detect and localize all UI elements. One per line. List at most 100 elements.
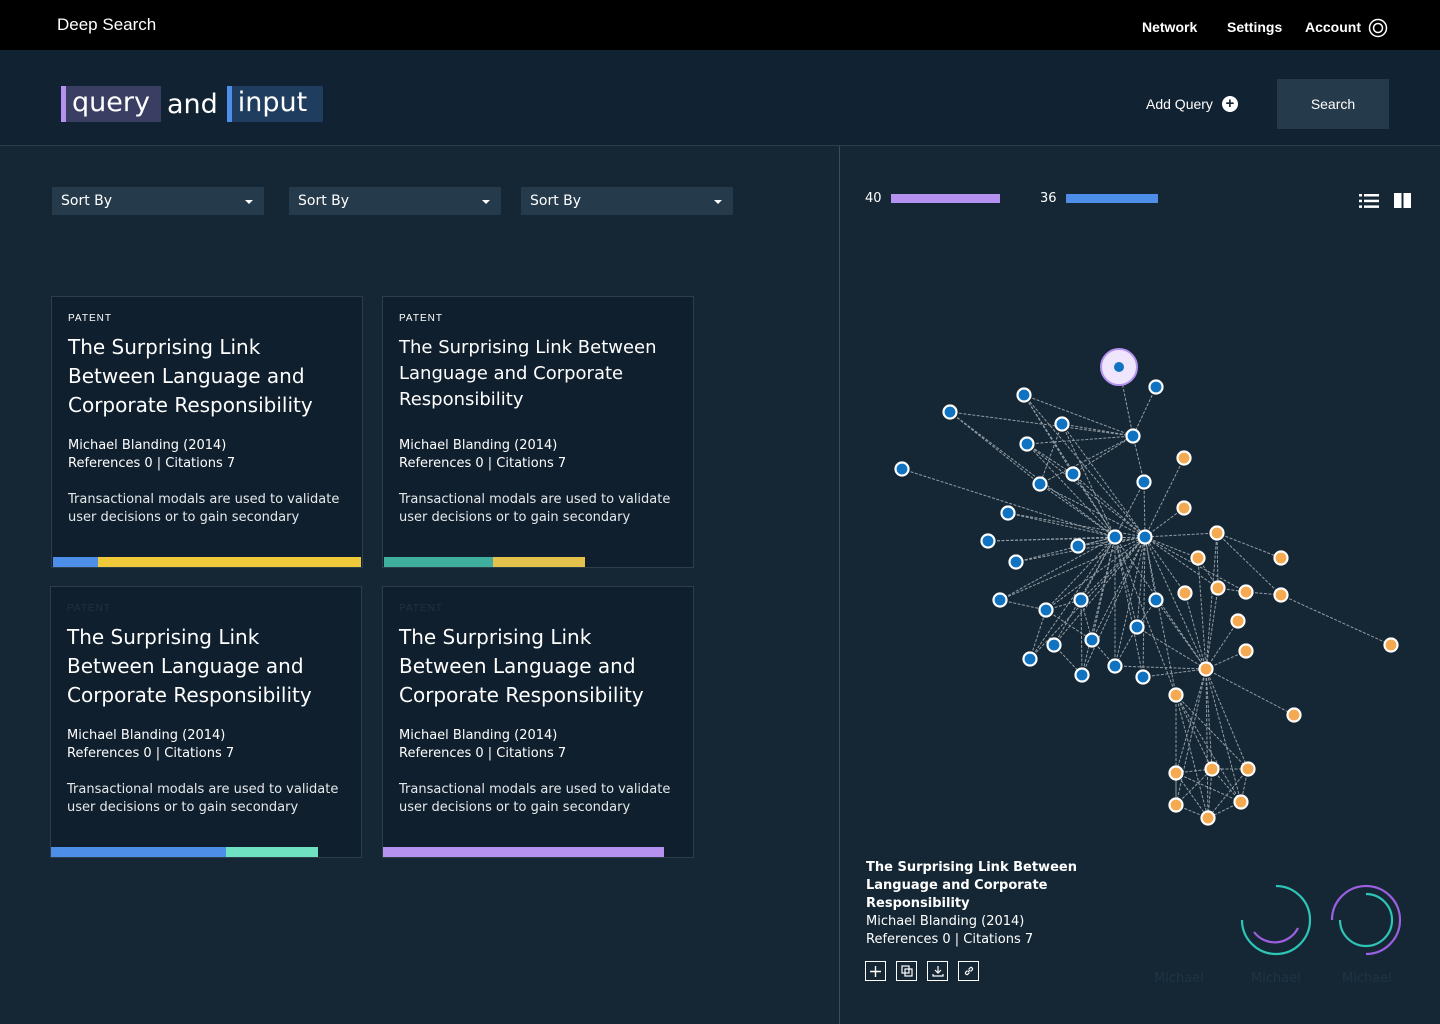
link-icon[interactable]	[958, 961, 979, 981]
graph-node[interactable]	[1084, 632, 1100, 648]
sort-dropdown-1[interactable]: Sort By	[52, 187, 264, 215]
graph-node[interactable]	[1135, 669, 1151, 685]
nav-network[interactable]: Network	[1142, 19, 1198, 35]
card-color-bar	[384, 557, 585, 567]
graph-node[interactable]	[1046, 637, 1062, 653]
graph-node[interactable]	[1200, 810, 1216, 826]
result-card[interactable]: PATENT The Surprising Link Between Langu…	[382, 296, 694, 568]
graph-node[interactable]	[1065, 466, 1081, 482]
graph-edge	[1144, 536, 1177, 696]
add-query-button[interactable]: Add Query +	[1146, 96, 1238, 112]
graph-node[interactable]	[1176, 500, 1192, 516]
graph-edge	[1205, 668, 1213, 770]
grid-view-icon[interactable]	[1394, 193, 1411, 208]
graph-edge	[1114, 536, 1177, 696]
graph-node[interactable]	[1238, 643, 1254, 659]
graph-node[interactable]	[1238, 584, 1254, 600]
sort-dropdown-3[interactable]: Sort By	[521, 187, 733, 215]
panel-divider	[839, 146, 840, 1024]
graph-node[interactable]	[992, 592, 1008, 608]
graph-node[interactable]	[1008, 554, 1024, 570]
graph-node[interactable]	[1000, 505, 1016, 521]
graph-node[interactable]	[1273, 587, 1289, 603]
graph-node[interactable]	[1190, 550, 1206, 566]
card-author: Michael Blanding (2014)	[68, 438, 227, 453]
graph-node[interactable]	[1073, 592, 1089, 608]
graph-edge	[1007, 512, 1116, 538]
card-color-bar	[383, 847, 664, 857]
graph-node[interactable]	[1136, 474, 1152, 490]
result-card[interactable]: PATENT The Surprising Link Between Langu…	[50, 586, 362, 858]
graph-node[interactable]	[1383, 637, 1399, 653]
graph-edge	[1023, 394, 1146, 538]
query-title: query and input	[61, 86, 324, 122]
copy-icon[interactable]	[896, 961, 917, 981]
graph-node[interactable]	[1168, 797, 1184, 813]
graph-node[interactable]	[1210, 580, 1226, 596]
result-card[interactable]: PATENT The Surprising Link Between Langu…	[51, 296, 363, 568]
bar-segment	[51, 847, 226, 857]
graph-node[interactable]	[1204, 761, 1220, 777]
graph-node[interactable]	[1016, 387, 1032, 403]
graph-node[interactable]	[1198, 661, 1214, 677]
graph-node[interactable]	[1107, 529, 1123, 545]
graph-edge	[1155, 599, 1207, 670]
card-title: The Surprising Link Between Language and…	[68, 335, 313, 417]
graph-edge	[1023, 394, 1134, 437]
graph-node[interactable]	[1129, 619, 1145, 635]
graph-edge	[1184, 592, 1207, 670]
graph-edge	[1015, 536, 1116, 563]
graph-node[interactable]	[1114, 362, 1124, 372]
graph-node[interactable]	[1125, 428, 1141, 444]
graph-edge	[1205, 587, 1219, 670]
graph-edge	[1080, 536, 1146, 601]
graph-edge	[1175, 772, 1242, 803]
ring-label: Michael	[1342, 971, 1392, 986]
graph-node[interactable]	[894, 461, 910, 477]
graph-node[interactable]	[1019, 436, 1035, 452]
graph-node[interactable]	[1070, 538, 1086, 554]
graph-edge	[1175, 668, 1207, 774]
user-avatar-icon[interactable]	[1368, 18, 1388, 38]
graph-edge	[1207, 768, 1213, 819]
graph-node[interactable]	[1038, 602, 1054, 618]
graph-edge	[1023, 394, 1116, 538]
query-connector: and	[166, 88, 218, 120]
query-term-2[interactable]: input	[226, 86, 324, 122]
network-graph[interactable]	[840, 330, 1440, 830]
graph-node[interactable]	[1286, 707, 1302, 723]
graph-node[interactable]	[1273, 550, 1289, 566]
download-icon[interactable]	[927, 961, 948, 981]
graph-node[interactable]	[1209, 525, 1225, 541]
graph-node[interactable]	[1074, 667, 1090, 683]
graph-node[interactable]	[1022, 651, 1038, 667]
nav-account[interactable]: Account	[1305, 19, 1361, 35]
graph-node[interactable]	[1230, 613, 1246, 629]
top-nav-bar: Deep Search Network Settings Account	[0, 0, 1440, 50]
graph-node[interactable]	[1168, 765, 1184, 781]
graph-node[interactable]	[1177, 585, 1193, 601]
graph-node[interactable]	[1148, 592, 1164, 608]
graph-node[interactable]	[980, 533, 996, 549]
list-view-icon[interactable]	[1359, 193, 1379, 209]
graph-node[interactable]	[1176, 450, 1192, 466]
graph-edge	[1039, 483, 1116, 538]
graph-edge	[1029, 536, 1116, 660]
result-card[interactable]: PATENT The Surprising Link Between Langu…	[382, 586, 694, 858]
graph-node[interactable]	[1240, 761, 1256, 777]
graph-node[interactable]	[942, 404, 958, 420]
card-author: Michael Blanding (2014)	[67, 728, 226, 743]
add-icon[interactable]	[865, 961, 886, 981]
query-term-1[interactable]: query	[61, 86, 161, 122]
graph-node[interactable]	[1233, 794, 1249, 810]
graph-edge	[1026, 443, 1146, 538]
graph-node[interactable]	[1054, 416, 1070, 432]
nav-settings[interactable]: Settings	[1227, 19, 1283, 35]
graph-node[interactable]	[1148, 379, 1164, 395]
graph-node[interactable]	[1137, 529, 1153, 545]
sort-dropdown-2[interactable]: Sort By	[289, 187, 501, 215]
search-button[interactable]: Search	[1277, 79, 1389, 129]
graph-node[interactable]	[1168, 687, 1184, 703]
graph-node[interactable]	[1107, 658, 1123, 674]
graph-node[interactable]	[1032, 476, 1048, 492]
